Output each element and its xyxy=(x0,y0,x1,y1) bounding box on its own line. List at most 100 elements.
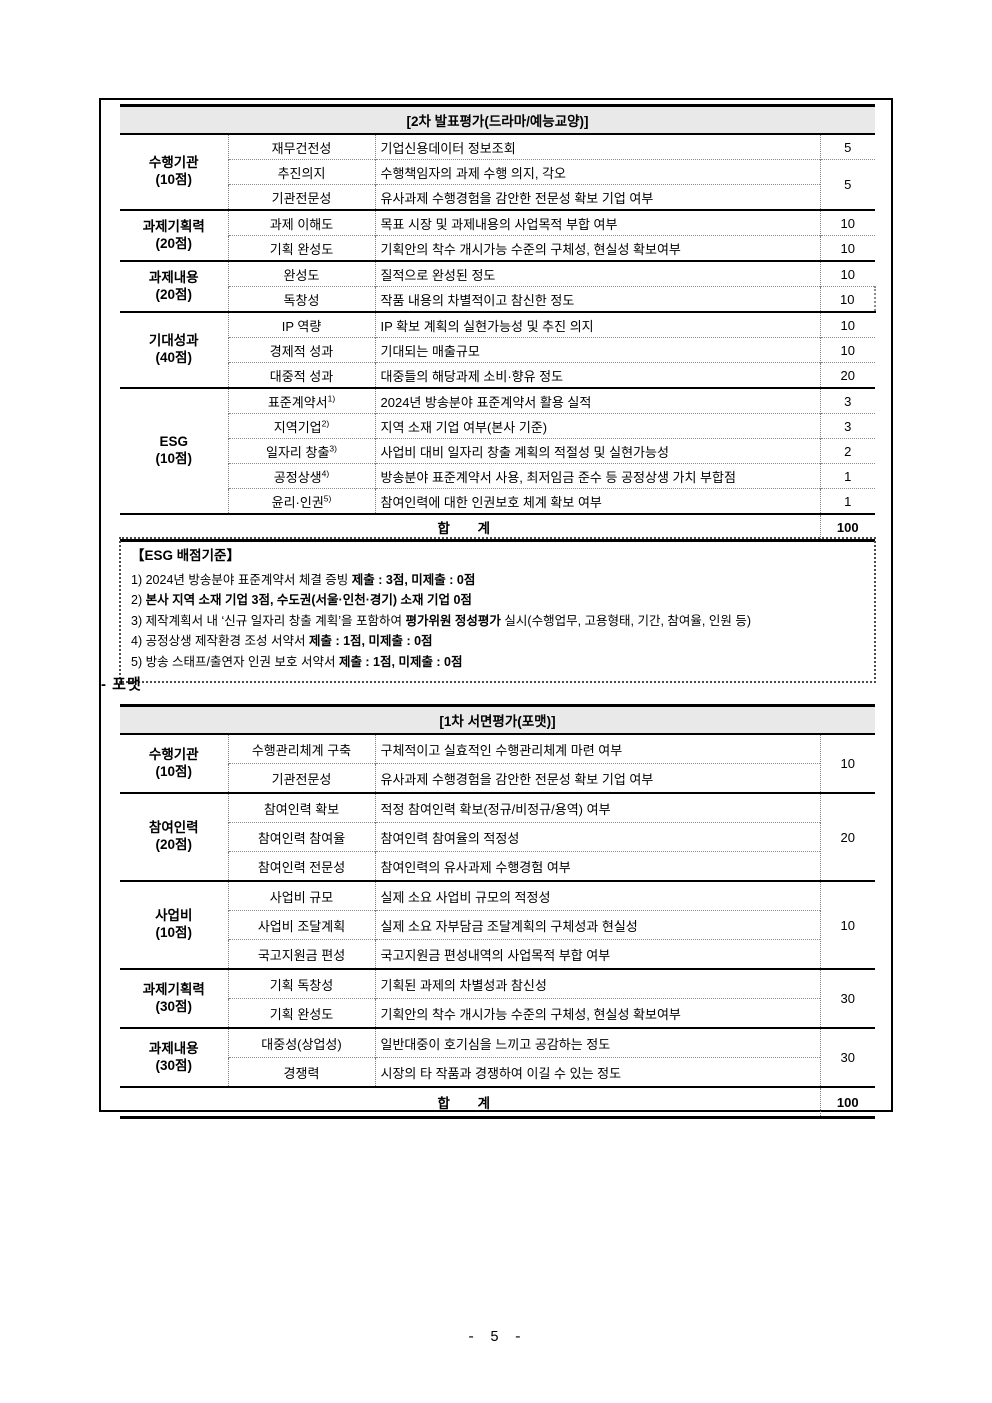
category-points: (20점) xyxy=(155,837,192,852)
table-row: 윤리·인권5) 참여인력에 대한 인권보호 체계 확보 여부 1 xyxy=(120,488,876,514)
criterion-cell: 지역기업2) xyxy=(227,413,375,439)
table-row: 과제기획력 (30점) 기획 독창성 기획된 과제의 차별성과 참신성 30 xyxy=(120,968,875,1028)
criterion-cell: 재무건전성 xyxy=(227,133,375,160)
description-cell: 질적으로 완성된 정도 xyxy=(374,260,820,287)
score-cell: 5 xyxy=(819,133,876,160)
description-cell: 사업비 대비 일자리 창출 계획의 적절성 및 실현가능성 xyxy=(374,438,820,464)
criterion-cell: 기관전문성 xyxy=(227,184,375,210)
score-cell: 10 xyxy=(819,880,875,969)
description-cell: 목표 시장 및 과제내용의 사업목적 부합 여부 xyxy=(374,209,820,236)
total-label: 합 계 xyxy=(120,1086,820,1119)
category-cell: 수행기관 (10점) xyxy=(120,133,228,210)
score-cell: 10 xyxy=(819,235,876,261)
description-cell: 기획안의 착수 개시가능 수준의 구체성, 현실성 확보여부 xyxy=(374,998,820,1028)
description-cell: 기업신용데이터 정보조회 xyxy=(374,133,820,160)
score-cell: 10 xyxy=(819,337,876,363)
description-cell: 참여인력 참여율의 적정성 xyxy=(374,822,820,852)
score-cell: 1 xyxy=(819,488,876,514)
criterion-cell: 기관전문성 xyxy=(227,763,375,793)
description-cell: 국고지원금 편성내역의 사업목적 부합 여부 xyxy=(374,939,820,969)
criterion-cell: 사업비 규모 xyxy=(227,880,375,911)
category-label: 과제기획력 xyxy=(142,981,205,997)
table-row: ESG (10점) 표준계약서1) 2024년 방송분야 표준계약서 활용 실적… xyxy=(120,387,876,514)
description-cell: 실제 소요 자부담금 조달계획의 구체성과 현실성 xyxy=(374,910,820,940)
category-label: 사업비 xyxy=(155,908,193,924)
criterion-cell: 국고지원금 편성 xyxy=(227,939,375,969)
criterion-cell: 참여인력 전문성 xyxy=(227,851,375,881)
esg-note-line: 4) 공정상생 제작환경 조성 서약서 제출 : 1점, 미제출 : 0점 xyxy=(131,634,433,648)
score-cell: 10 xyxy=(819,209,876,236)
page-number: - 5 - xyxy=(466,1330,526,1346)
table-row: 수행기관 (10점) 재무건전성 기업신용데이터 정보조회 5 xyxy=(120,133,876,210)
criterion-cell: 과제 이해도 xyxy=(227,209,375,236)
table-row: 기대성과 (40점) IP 역량 IP 확보 계획의 실현가능성 및 추진 의지… xyxy=(120,311,876,388)
category-points: (20점) xyxy=(155,286,192,302)
criterion-cell: 공정상생4) xyxy=(227,463,375,489)
criterion-cell: 일자리 창출3) xyxy=(227,438,375,464)
footnote-marker: 5) xyxy=(323,493,332,504)
category-cell: 기대성과 (40점) xyxy=(120,311,228,388)
score-cell: 10 xyxy=(819,733,875,793)
category-cell: 과제내용 (30점) xyxy=(120,1027,228,1087)
category-cell: 과제기획력 (20점) xyxy=(120,209,228,261)
description-cell: 방송분야 표준계약서 사용, 최저임금 준수 등 공정상생 가치 부합점 xyxy=(374,463,820,489)
table-row: 과제내용 (20점) 완성도 질적으로 완성된 정도 10 xyxy=(120,260,876,312)
category-label: ESG xyxy=(159,434,188,450)
category-label: 기대성과 xyxy=(148,333,199,349)
table-row: 대중적 성과 대중들의 해당과제 소비·향유 정도 20 xyxy=(120,362,876,388)
criterion-cell: 경쟁력 xyxy=(227,1057,375,1087)
criterion-cell: 참여인력 확보 xyxy=(227,792,375,823)
table-row: 기획 완성도 기획안의 착수 개시가능 수준의 구체성, 현실성 확보여부 xyxy=(120,998,875,1028)
table-row: 기획 완성도 기획안의 착수 개시가능 수준의 구체성, 현실성 확보여부 10 xyxy=(120,235,876,261)
table-row: 일자리 창출3) 사업비 대비 일자리 창출 계획의 적절성 및 실현가능성 2 xyxy=(120,438,876,464)
score-cell: 2 xyxy=(819,438,876,464)
table-row: 경쟁력 시장의 타 작품과 경쟁하여 이길 수 있는 정도 xyxy=(120,1057,875,1087)
esg-note-title: 【ESG 배점기준】 xyxy=(131,548,240,563)
criterion-cell: 수행관리체계 구축 xyxy=(227,733,375,764)
total-row: 합 계 100 xyxy=(120,1086,875,1119)
criterion-cell: IP 역량 xyxy=(227,311,375,338)
category-cell: 사업비 (10점) xyxy=(120,880,228,969)
esg-note-line: 1) 2024년 방송분야 표준계약서 체결 증빙 제출 : 3점, 미제출 :… xyxy=(131,572,476,587)
score-cell: 1 xyxy=(819,463,876,489)
description-cell: 2024년 방송분야 표준계약서 활용 실적 xyxy=(374,387,820,414)
criterion-cell: 기획 독창성 xyxy=(227,968,375,999)
category-cell: 참여인력 (20점) xyxy=(120,792,228,881)
score-cell: 10 xyxy=(819,260,876,287)
esg-criteria-note: 【ESG 배점기준】 1) 2024년 방송분야 표준계약서 체결 증빙 제출 … xyxy=(119,537,876,683)
criterion-cell: 독창성 xyxy=(227,286,375,312)
table-row: 지역기업2) 지역 소재 기업 여부(본사 기준) 3 xyxy=(120,413,876,439)
esg-note-line: 5) 방송 스태프/출연자 인권 보호 서약서 제출 : 1점, 미제출 : 0… xyxy=(131,654,463,669)
description-cell: 실제 소요 사업비 규모의 적정성 xyxy=(374,880,820,911)
esg-note-line: 3) 제작계획서 내 ‘신규 일자리 창출 계획’을 포함하여 평가위원 정성평… xyxy=(131,613,751,628)
description-cell: 지역 소재 기업 여부(본사 기준) xyxy=(374,413,820,439)
category-label: 과제내용 xyxy=(148,1040,199,1056)
table-row: 과제기획력 (20점) 과제 이해도 목표 시장 및 과제내용의 사업목적 부합… xyxy=(120,209,876,261)
criterion-cell: 윤리·인권5) xyxy=(227,488,375,514)
description-cell: 작품 내용의 차별적이고 참신한 정도 xyxy=(374,286,820,312)
description-cell: IP 확보 계획의 실현가능성 및 추진 의지 xyxy=(374,311,820,338)
table-row: 국고지원금 편성 국고지원금 편성내역의 사업목적 부합 여부 xyxy=(120,939,875,969)
criterion-cell: 완성도 xyxy=(227,260,375,287)
score-cell: 10 xyxy=(819,286,877,312)
table-title: [2차 발표평가(드라마/예능교양)] xyxy=(120,104,876,135)
esg-note-line: 2) 본사 지역 소재 기업 3점, 수도권(서울·인천·경기) 소재 기업 0… xyxy=(131,593,472,607)
category-points: (30점) xyxy=(155,1057,192,1073)
criterion-cell: 기획 완성도 xyxy=(227,998,375,1028)
category-cell: ESG (10점) xyxy=(120,387,228,514)
description-cell: 일반대중이 호기심을 느끼고 공감하는 정도 xyxy=(374,1027,820,1058)
category-points: (10점) xyxy=(155,763,192,779)
score-cell: 10 xyxy=(819,311,876,338)
criterion-cell: 사업비 조달계획 xyxy=(227,910,375,940)
score-cell: 30 xyxy=(819,1027,875,1087)
format-section-label: - 포맷 xyxy=(101,676,142,693)
presentation-eval-table: [2차 발표평가(드라마/예능교양)] 수행기관 (10점) 재무건전성 기업신… xyxy=(120,104,877,542)
table-row: 수행기관 (10점) 수행관리체계 구축 구체적이고 실효적인 수행관리체계 마… xyxy=(120,733,875,793)
category-points: (20점) xyxy=(155,235,192,251)
criterion-cell: 참여인력 참여율 xyxy=(227,822,375,852)
category-cell: 과제내용 (20점) xyxy=(120,260,228,312)
table-row: 사업비 조달계획 실제 소요 자부담금 조달계획의 구체성과 현실성 xyxy=(120,910,875,940)
description-cell: 기대되는 매출규모 xyxy=(374,337,820,363)
category-cell: 수행기관 (10점) xyxy=(120,733,228,793)
